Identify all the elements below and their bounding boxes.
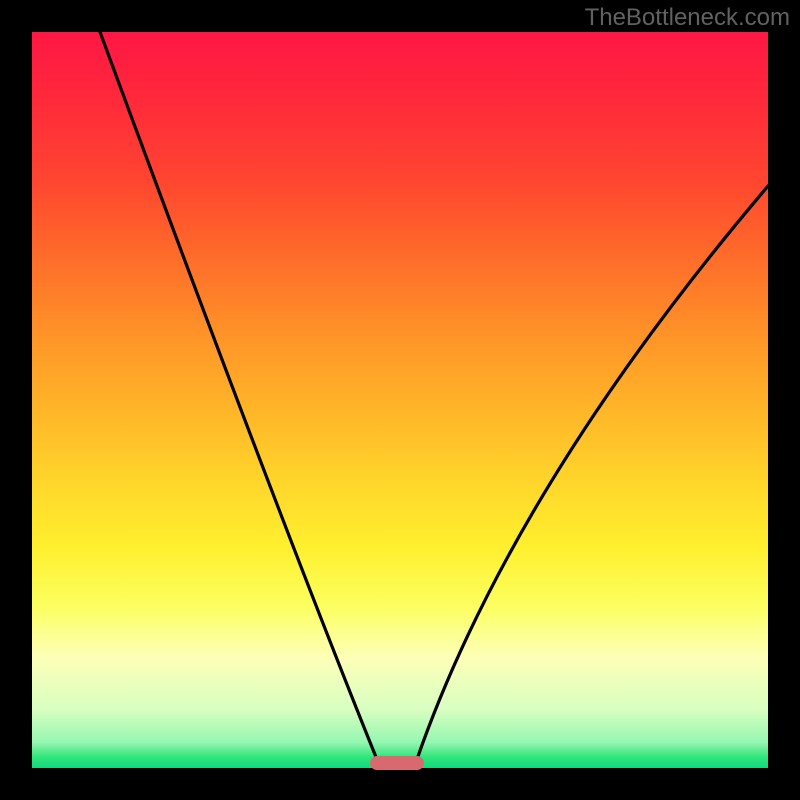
chart-container: TheBottleneck.com bbox=[0, 0, 800, 800]
bottleneck-curve-chart bbox=[0, 0, 800, 800]
optimal-range-marker bbox=[370, 756, 424, 770]
watermark-text: TheBottleneck.com bbox=[585, 4, 790, 32]
